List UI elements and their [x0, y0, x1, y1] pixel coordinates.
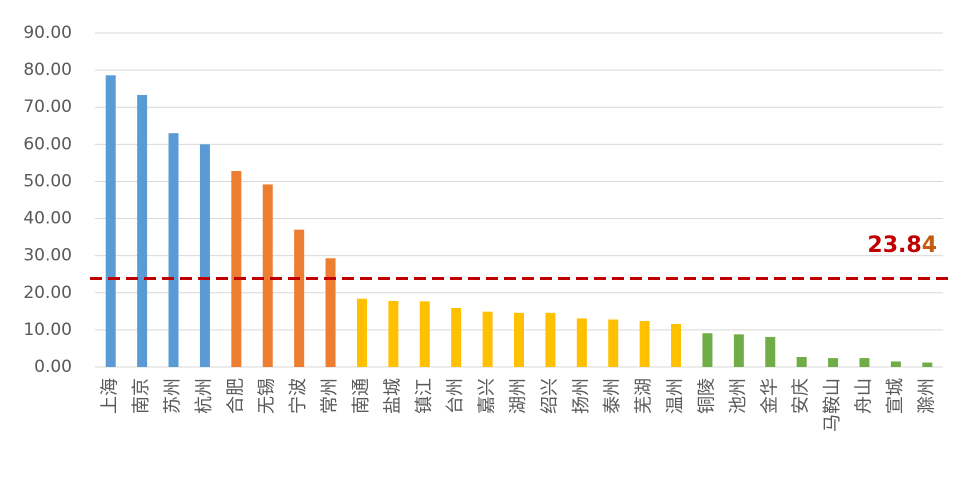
x-tick-label: 苏州: [163, 378, 184, 414]
bar: [294, 229, 305, 367]
bar: [451, 307, 462, 367]
y-tick-label: 90.00: [23, 23, 72, 43]
bar: [514, 312, 524, 367]
x-tick-label: 合肥: [225, 378, 246, 414]
y-tick-label: 10.00: [23, 320, 72, 340]
x-tick-label: 宁波: [288, 378, 309, 414]
y-tick-label: 0.00: [34, 357, 72, 377]
x-tick-label: 滁州: [916, 378, 937, 414]
x-tick-label: 金华: [759, 378, 780, 414]
bar: [199, 144, 210, 367]
y-tick-label: 20.00: [23, 283, 72, 303]
x-tick-label: 台州: [445, 378, 466, 414]
bar: [671, 323, 682, 367]
bar: [388, 300, 399, 367]
x-tick-label: 无锡: [257, 378, 278, 414]
x-tick-label: 芜湖: [634, 378, 655, 414]
y-tick-label: 30.00: [23, 246, 72, 266]
bar: [702, 333, 713, 367]
x-tick-label: 舟山: [853, 378, 874, 414]
bar: [796, 356, 807, 367]
x-tick-label: 安庆: [791, 378, 812, 414]
y-tick-label: 80.00: [23, 60, 72, 80]
bar: [419, 301, 430, 367]
bar: [482, 311, 493, 367]
bar: [137, 94, 148, 367]
y-tick-label: 60.00: [23, 134, 72, 154]
bar: [639, 320, 650, 367]
x-tick-label: 镇江: [414, 378, 435, 414]
bar: [828, 358, 839, 367]
reference-label: 23.84: [867, 233, 937, 258]
bar: [608, 319, 619, 367]
bar: [922, 362, 933, 367]
x-tick-label: 铜陵: [696, 378, 717, 414]
x-tick-label: 池州: [728, 378, 749, 414]
bar: [262, 184, 273, 367]
x-tick-label: 南京: [131, 378, 152, 414]
x-tick-label: 杭州: [194, 378, 215, 414]
x-tick-label: 马鞍山: [822, 378, 843, 432]
x-tick-label: 南通: [351, 378, 372, 414]
x-tick-label: 绍兴: [539, 378, 560, 414]
bar: [859, 358, 870, 367]
bar: [168, 133, 179, 367]
bar: [231, 171, 242, 367]
x-tick-label: 湖州: [508, 378, 529, 414]
x-tick-label: 宣城: [885, 378, 906, 414]
bar: [545, 312, 556, 367]
y-tick-label: 40.00: [23, 209, 72, 229]
bar: [765, 336, 776, 367]
bar: [890, 361, 901, 367]
y-tick-label: 50.00: [23, 171, 72, 191]
y-tick-label: 70.00: [23, 97, 72, 117]
bar: [325, 258, 336, 367]
bar: [733, 334, 744, 367]
x-tick-label: 上海: [100, 378, 121, 414]
x-tick-label: 泰州: [602, 378, 623, 414]
bar: [356, 298, 367, 367]
x-tick-label: 扬州: [571, 378, 592, 414]
x-tick-label: 常州: [320, 378, 341, 414]
bar: [576, 318, 587, 367]
x-tick-label: 嘉兴: [477, 378, 498, 414]
bar: [105, 75, 116, 367]
x-tick-label: 盐城: [382, 378, 403, 414]
x-tick-label: 温州: [665, 378, 686, 414]
